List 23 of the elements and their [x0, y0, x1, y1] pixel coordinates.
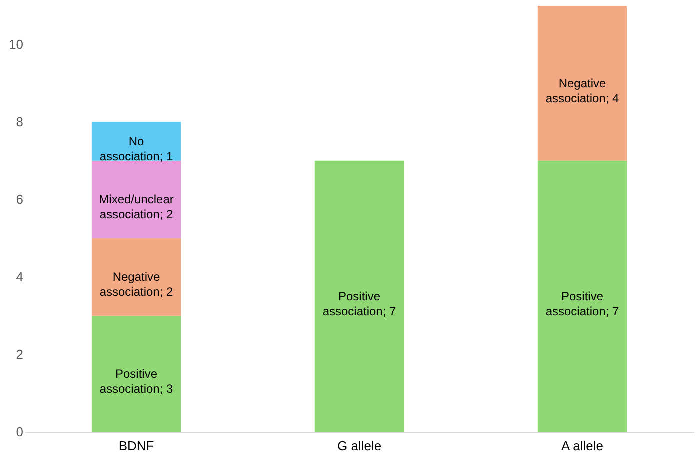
- y-tick-label: 10: [9, 37, 24, 52]
- y-tick-label: 8: [16, 114, 24, 130]
- y-tick-label: 2: [16, 347, 24, 362]
- x-tick-label: BDNF: [118, 438, 154, 454]
- bar: [92, 122, 182, 161]
- bar: [314, 160, 404, 432]
- bar: [92, 160, 182, 238]
- data-label: Negative association; 4: [546, 76, 620, 106]
- bar: [92, 238, 182, 316]
- bar: [538, 160, 628, 432]
- data-label: Negative association; 2: [100, 270, 174, 300]
- bar: [538, 6, 628, 161]
- y-tick-label: 6: [16, 192, 24, 208]
- y-tick-label: 4: [16, 270, 24, 285]
- data-label: No association; 1: [100, 134, 174, 164]
- data-label: Positive association; 7: [546, 289, 620, 318]
- data-label: Mixed/unclear association; 2: [99, 192, 174, 222]
- x-tick-label: G allele: [337, 438, 382, 454]
- y-tick-label: 0: [16, 424, 24, 440]
- data-label: Positive association; 3: [100, 366, 174, 396]
- data-label: Positive association; 7: [322, 289, 397, 318]
- bar: [92, 316, 182, 432]
- x-tick-label: A allele: [562, 438, 604, 454]
